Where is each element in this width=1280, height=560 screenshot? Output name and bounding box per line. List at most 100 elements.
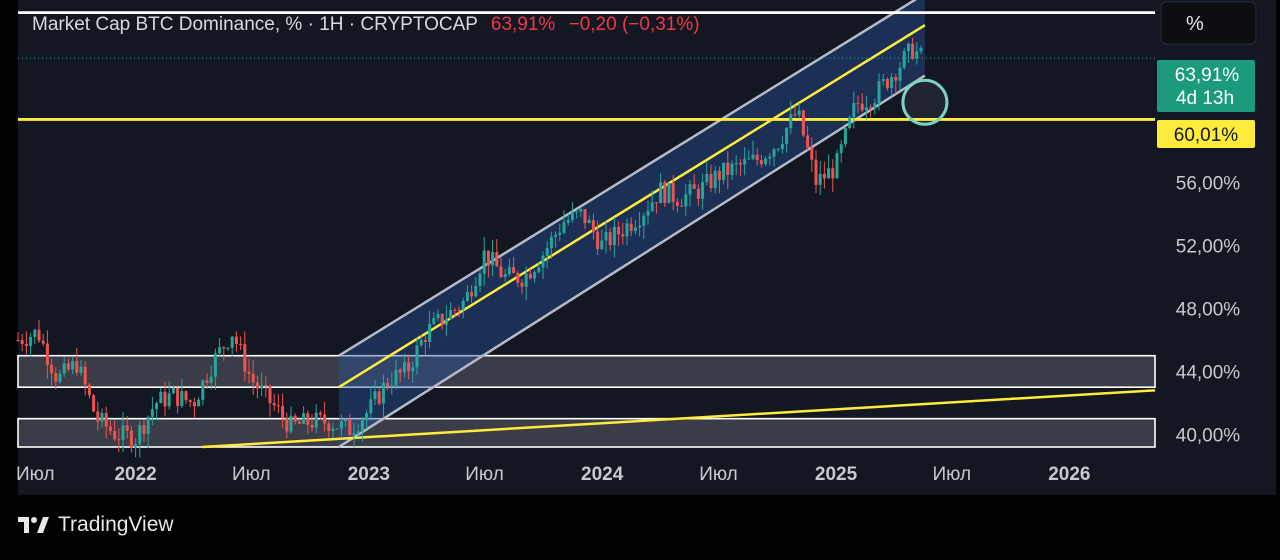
candle-body-10 bbox=[58, 373, 62, 382]
candle-5 bbox=[37, 320, 41, 344]
chart-legend[interactable]: Market Cap BTC Dominance, % · 1H · CRYPT… bbox=[32, 14, 700, 35]
candle-body-152 bbox=[654, 202, 658, 204]
candle-205 bbox=[877, 73, 881, 111]
tradingview-footer[interactable]: TradingView bbox=[18, 510, 174, 540]
candle-21 bbox=[104, 406, 108, 439]
level-price-value: 60,01% bbox=[1174, 125, 1239, 146]
x-tick-label-8: Июл bbox=[932, 464, 971, 485]
candle-body-17 bbox=[87, 384, 91, 396]
candle-body-104 bbox=[453, 309, 457, 311]
candle-body-86 bbox=[377, 391, 381, 404]
current-price-tag: 63,91% 4d 13h bbox=[1157, 60, 1255, 112]
candle-body-172 bbox=[738, 163, 742, 165]
candle-body-23 bbox=[113, 431, 117, 440]
candle-body-201 bbox=[860, 103, 864, 111]
channel-upper-line bbox=[338, 0, 918, 357]
candle-52 bbox=[234, 331, 238, 352]
candle-13 bbox=[71, 356, 75, 375]
candle-1 bbox=[20, 333, 24, 352]
candle-body-40 bbox=[184, 391, 188, 401]
candle-182 bbox=[780, 135, 784, 154]
candle-19 bbox=[96, 401, 100, 431]
candle-body-135 bbox=[583, 209, 587, 224]
candle-7 bbox=[45, 330, 49, 379]
candle-204 bbox=[873, 98, 877, 115]
candle-body-126 bbox=[545, 248, 549, 256]
candle-body-163 bbox=[701, 182, 705, 199]
candle-body-184 bbox=[789, 114, 793, 129]
candle-137 bbox=[591, 213, 595, 240]
candle-body-185 bbox=[793, 114, 797, 116]
candle-38 bbox=[176, 387, 180, 414]
candle-213 bbox=[911, 37, 915, 61]
candle-body-164 bbox=[705, 173, 709, 183]
candle-34 bbox=[159, 388, 163, 404]
candle-body-37 bbox=[171, 387, 175, 394]
candle-body-13 bbox=[71, 361, 75, 370]
candle-body-34 bbox=[159, 391, 163, 404]
candle-152 bbox=[654, 202, 658, 214]
candle-body-26 bbox=[125, 425, 129, 431]
candle-body-165 bbox=[709, 173, 713, 188]
candle-86 bbox=[377, 388, 381, 406]
candle-body-0 bbox=[16, 339, 20, 341]
candle-166 bbox=[713, 166, 717, 194]
x-tick-label-6: Июл bbox=[699, 464, 738, 485]
candle-body-61 bbox=[272, 402, 276, 406]
candle-71 bbox=[314, 404, 318, 434]
overlay-layer bbox=[901, 78, 949, 126]
candle-202 bbox=[864, 95, 868, 120]
channel-mid-line bbox=[338, 24, 926, 389]
candle-body-14 bbox=[75, 361, 79, 373]
candle-body-140 bbox=[604, 232, 608, 241]
candle-body-159 bbox=[684, 194, 688, 207]
candle-body-116 bbox=[503, 274, 507, 278]
candle-body-75 bbox=[331, 428, 335, 431]
candle-body-78 bbox=[344, 419, 348, 422]
candle-78 bbox=[344, 417, 348, 427]
candle-body-202 bbox=[864, 107, 868, 111]
candle-39 bbox=[180, 379, 184, 409]
candle-181 bbox=[776, 147, 780, 152]
candle-65 bbox=[289, 406, 293, 434]
candle-42 bbox=[192, 397, 196, 418]
candle-body-16 bbox=[83, 366, 87, 385]
candle-body-144 bbox=[621, 234, 625, 237]
candle-body-207 bbox=[885, 78, 889, 89]
candle-122 bbox=[528, 268, 532, 280]
candle-body-117 bbox=[507, 267, 511, 275]
candle-body-65 bbox=[289, 415, 293, 432]
percent-scale-button[interactable]: % bbox=[1160, 1, 1257, 45]
candle-body-21 bbox=[104, 413, 108, 427]
candle-136 bbox=[587, 215, 591, 224]
candle-196 bbox=[839, 140, 843, 163]
candle-31 bbox=[146, 415, 150, 448]
candle-147 bbox=[633, 220, 637, 235]
candle-150 bbox=[646, 200, 650, 225]
candle-149 bbox=[642, 212, 646, 240]
candle-body-141 bbox=[608, 232, 612, 246]
candle-body-177 bbox=[759, 160, 763, 165]
candle-body-55 bbox=[247, 371, 251, 374]
candle-172 bbox=[738, 158, 742, 177]
candle-206 bbox=[881, 74, 885, 86]
candle-106 bbox=[461, 297, 465, 319]
y-tick-label-4: 56,00% bbox=[1176, 174, 1241, 195]
candle-body-1 bbox=[20, 340, 24, 344]
candle-body-113 bbox=[491, 252, 495, 266]
candle-197 bbox=[843, 126, 847, 148]
candle-body-99 bbox=[432, 318, 436, 324]
candle-80 bbox=[352, 422, 356, 448]
candle-body-145 bbox=[625, 223, 629, 237]
candle-84 bbox=[369, 385, 373, 419]
candle-body-24 bbox=[117, 439, 121, 441]
candle-body-38 bbox=[176, 387, 180, 406]
candle-77 bbox=[339, 414, 343, 437]
candle-29 bbox=[138, 421, 142, 458]
candle-body-180 bbox=[772, 149, 776, 157]
candle-154 bbox=[663, 179, 667, 208]
candle-60 bbox=[268, 384, 272, 417]
candle-129 bbox=[558, 223, 562, 241]
candle-body-191 bbox=[818, 173, 822, 185]
